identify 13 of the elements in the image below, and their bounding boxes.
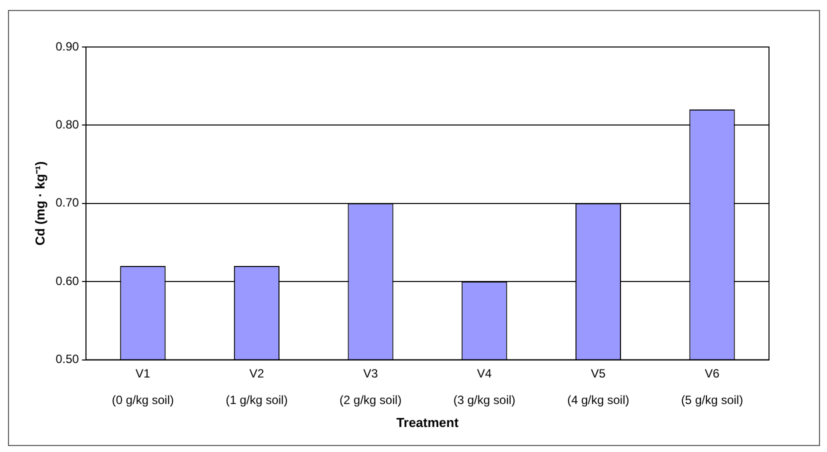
- x-tick-label: V5 (4 g/kg soil): [567, 366, 630, 408]
- y-tick-label: 0.80: [56, 118, 80, 132]
- x-tick-label: V2 (1 g/kg soil): [226, 366, 288, 408]
- x-tick-label: V1 (0 g/kg soil): [112, 366, 174, 408]
- x-tick-label: V3 (2 g/kg soil): [340, 366, 402, 408]
- x-tick-label: V6 (5 g/kg soil): [681, 366, 744, 408]
- x-axis-title: Treatment: [396, 414, 460, 430]
- y-tick-label: 0.70: [56, 196, 80, 210]
- x-tick-label: V4 (3 g/kg soil): [453, 366, 516, 408]
- y-axis-title: Cd (mg · kg⁻¹): [32, 161, 48, 246]
- y-tick-label: 0.90: [56, 39, 80, 54]
- y-tick-label: 0.60: [56, 274, 80, 288]
- y-tick-label: 0.50: [56, 352, 80, 366]
